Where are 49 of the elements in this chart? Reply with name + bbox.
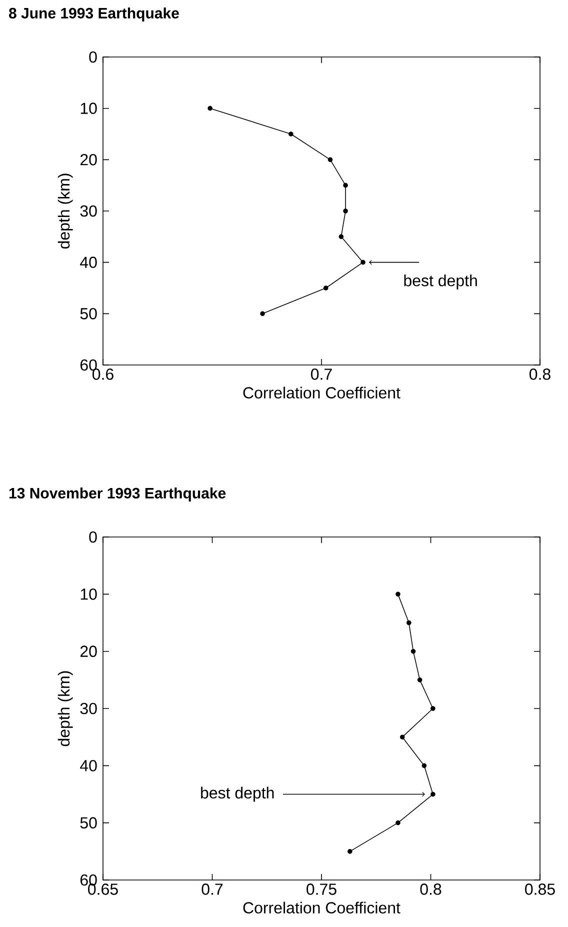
point — [430, 792, 436, 797]
y-tick-label: 40 — [80, 256, 97, 268]
y-axis-title: depth (km) — [58, 671, 73, 746]
point — [288, 132, 294, 136]
y-tick-label: 10 — [80, 102, 97, 114]
annotation: best depth — [201, 786, 274, 802]
y-tick-label: 0 — [89, 531, 97, 543]
x-tick-label: 0.75 — [306, 884, 336, 895]
x-tick-label: 0.7 — [202, 884, 223, 895]
point — [328, 157, 333, 162]
point — [417, 678, 422, 682]
y-tick-label: 40 — [80, 760, 97, 772]
point — [260, 311, 265, 316]
x-axis-title: Correlation Coefficient — [243, 902, 400, 914]
x-tick-label: 0.7 — [311, 368, 332, 380]
chart-title: 13 November 1993 Earthquake — [9, 487, 226, 502]
y-tick-label: 20 — [80, 646, 97, 658]
y-tick-label: 30 — [80, 702, 97, 714]
chart-title: 8 June 1993 Earthquake — [9, 7, 179, 22]
y-tick-label: 30 — [80, 205, 97, 217]
point — [208, 106, 212, 111]
point — [400, 734, 405, 740]
y-tick-label: 0 — [89, 51, 97, 63]
x-tick-label: 0.8 — [530, 368, 550, 380]
y-tick-label: 50 — [80, 308, 97, 320]
y-tick-label: 60 — [80, 874, 97, 886]
x-tick-label: 0.85 — [525, 884, 555, 895]
point — [422, 763, 427, 768]
point — [360, 260, 366, 265]
x-axis-title: Correlation Coefficient — [243, 386, 400, 398]
point — [406, 620, 412, 626]
y-tick-label: 20 — [80, 154, 97, 166]
point — [410, 648, 416, 654]
point — [396, 592, 400, 597]
point — [343, 208, 348, 214]
y-axis-title: depth (km) — [58, 174, 73, 249]
x-tick-label: 0.65 — [88, 884, 118, 895]
point — [343, 182, 348, 188]
point — [430, 706, 436, 711]
point — [396, 820, 400, 826]
x-tick-label: 0.6 — [92, 368, 114, 380]
y-tick-label: 50 — [80, 817, 97, 829]
y-tick-label: 60 — [80, 359, 97, 371]
annotation: best depth — [404, 274, 477, 290]
point — [348, 849, 352, 854]
point — [323, 286, 328, 290]
point — [338, 234, 344, 240]
x-tick-label: 0.8 — [420, 884, 442, 895]
y-tick-label: 10 — [80, 588, 97, 600]
